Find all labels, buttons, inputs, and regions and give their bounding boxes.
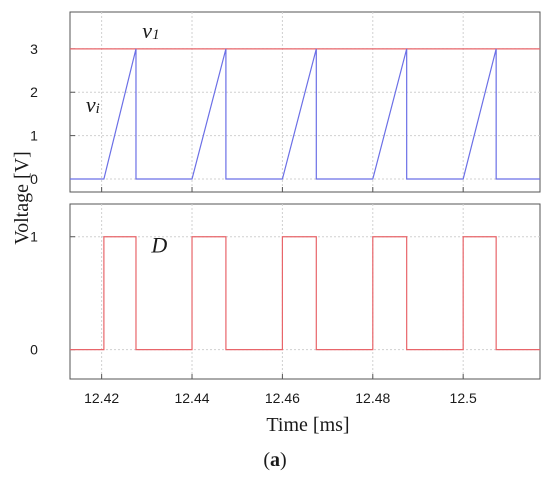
x-tick-label: 12.46 [265, 390, 300, 406]
caption-open-paren: ( [263, 449, 270, 471]
top-y-tick-label: 1 [30, 128, 38, 144]
top-y-tick-label: 0 [30, 171, 38, 187]
annotation-symbol: v [86, 92, 96, 117]
series-D-line [70, 236, 540, 351]
top-y-ticks: 0 1 2 3 [30, 41, 38, 187]
top-grid [70, 12, 540, 192]
bottom-grid [70, 204, 540, 379]
annotation-v1: v1 [142, 18, 159, 43]
top-plot-frame [69, 11, 541, 193]
x-axis-label: Time [ms] [266, 414, 349, 436]
annotation-subscript: i [96, 101, 100, 117]
caption-label: a [270, 449, 280, 471]
annotation-symbol: D [150, 233, 167, 258]
annotation-symbol: v [142, 18, 152, 43]
top-series [70, 48, 540, 180]
annotation-D: D [150, 233, 167, 258]
caption-close-paren: ) [280, 449, 287, 471]
bottom-y-ticks: 01 [30, 229, 38, 358]
bottom-y-tick-label: 1 [30, 229, 38, 245]
y-axis-label: Voltage [V] [11, 151, 33, 245]
bottom-plot-frame [69, 203, 541, 380]
top-y-tick-label: 3 [30, 41, 38, 57]
x-tick-label: 12.5 [450, 390, 477, 406]
bottom-annotations: D [150, 233, 167, 258]
x-tick-label: 12.42 [84, 390, 119, 406]
x-tick-label: 12.48 [355, 390, 390, 406]
bottom-y-tick-label: 0 [30, 342, 38, 358]
bottom-panel: 01 12.42 12.44 12.46 12.48 12.5 D [30, 203, 541, 406]
bottom-x-ticks: 12.42 12.44 12.46 12.48 12.5 [84, 390, 477, 406]
x-tick-label: 12.44 [174, 390, 209, 406]
figure-caption: (a) [263, 449, 286, 471]
annotation-vi: vi [86, 92, 100, 117]
series-vi-line [70, 48, 540, 180]
top-y-tick-label: 2 [30, 84, 38, 100]
bottom-series [70, 236, 540, 351]
annotation-subscript: 1 [152, 27, 160, 43]
